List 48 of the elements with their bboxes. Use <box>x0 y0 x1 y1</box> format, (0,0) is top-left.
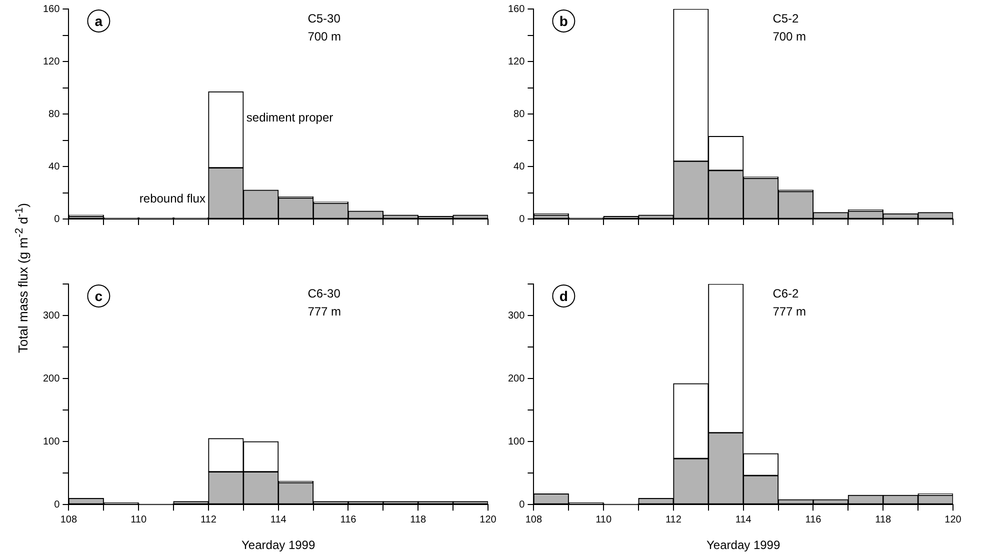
y-tick-label: 300 <box>508 310 526 322</box>
y-tick-label: 100 <box>508 436 526 448</box>
x-tick-label: 116 <box>805 514 822 526</box>
x-tick-label: 112 <box>200 514 217 526</box>
x-tick-label: 112 <box>665 514 682 526</box>
x-tick-label: 108 <box>60 514 78 526</box>
y-tick-label: 0 <box>519 214 526 225</box>
y-tick-label: 0 <box>54 499 60 510</box>
y-tick-label: 40 <box>48 161 60 172</box>
annotation: C6-30 <box>308 286 341 300</box>
x-tick-label: 118 <box>875 514 892 526</box>
annotation: 777 m <box>772 304 806 318</box>
y-tick-label: 0 <box>519 499 526 510</box>
annotation: a <box>94 12 103 29</box>
x-tick-label: 116 <box>340 514 357 526</box>
x-tick-label: 120 <box>480 514 497 526</box>
annotation: 700 m <box>308 29 342 44</box>
series-label: sediment proper <box>246 110 334 125</box>
y-tick-label: 300 <box>42 310 60 322</box>
annotation: d <box>559 288 568 304</box>
x-axis-title: Yearday 1999 <box>242 538 316 552</box>
y-tick-label: 40 <box>514 161 526 172</box>
x-tick-label: 114 <box>270 514 287 526</box>
x-axis-title: Yearday 1999 <box>706 538 780 552</box>
series-label: rebound flux <box>139 191 206 206</box>
annotation: C5-30 <box>308 11 341 26</box>
annotation: C5-2 <box>772 11 800 26</box>
y-tick-label: 200 <box>508 373 526 384</box>
y-tick-label: 0 <box>54 214 60 225</box>
y-tick-label: 80 <box>48 108 60 120</box>
y-tick-label: 100 <box>42 436 60 448</box>
annotation: b <box>559 12 568 29</box>
y-tick-label: 160 <box>42 4 60 15</box>
annotation: 700 m <box>772 29 806 44</box>
annotation: C6-2 <box>772 286 800 300</box>
y-tick-label: 200 <box>42 373 60 384</box>
x-tick-label: 120 <box>944 514 962 526</box>
annotation: c <box>94 288 103 304</box>
x-tick-label: 118 <box>410 514 427 526</box>
x-tick-label: 114 <box>735 514 752 526</box>
y-tick-label: 120 <box>508 56 526 68</box>
x-tick-label: 110 <box>596 514 612 526</box>
x-tick-label: 110 <box>130 514 147 526</box>
x-tick-label: 108 <box>525 514 542 526</box>
y-tick-label: 120 <box>42 56 60 68</box>
annotation: 777 m <box>308 304 342 318</box>
y-tick-label: 80 <box>514 108 526 120</box>
y-tick-label: 160 <box>508 4 526 15</box>
